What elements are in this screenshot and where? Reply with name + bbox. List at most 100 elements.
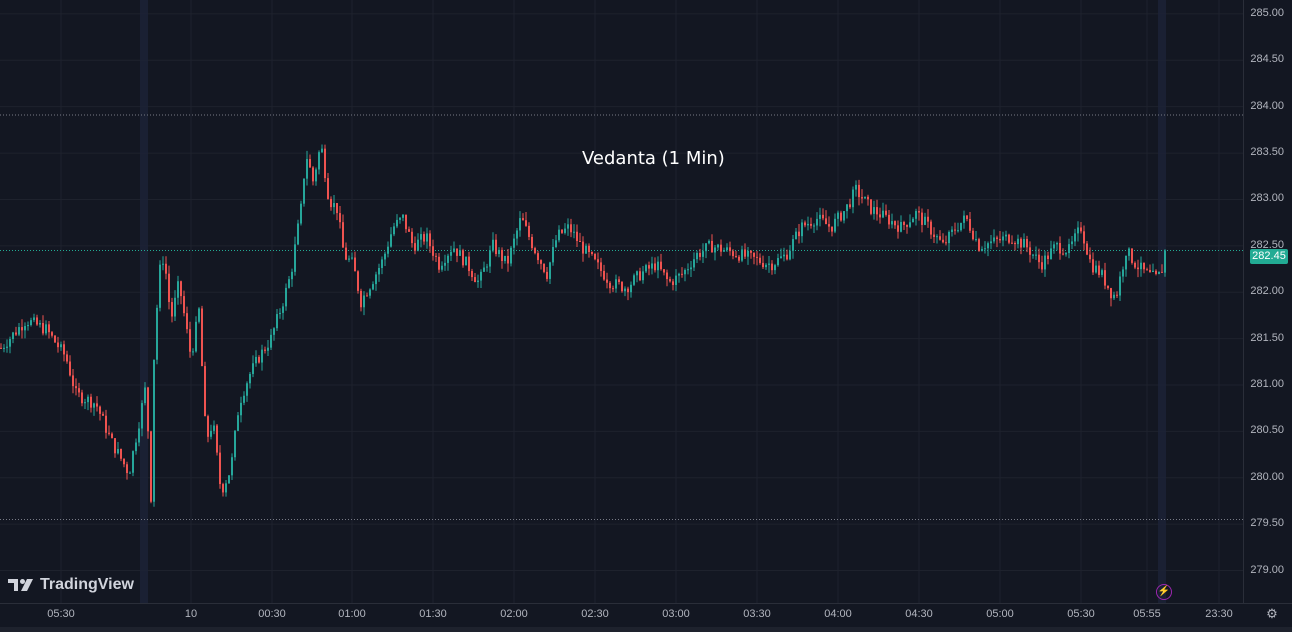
candle-body [312,167,314,181]
candle-body [783,255,785,257]
candle-body [318,152,320,169]
candle-body [1071,241,1073,244]
candle-body [87,397,89,402]
candle-body [639,271,641,280]
candle-body [264,350,266,351]
candle-body [177,281,179,298]
candle-body [531,237,533,248]
candle-body [357,271,359,291]
candle-body [234,431,236,457]
candle-body [1110,288,1112,298]
candle-body [432,246,434,256]
candle-body [108,433,110,434]
candle-body [816,219,818,226]
candle-body [501,250,503,261]
candle-body [228,475,230,483]
candle-body [705,243,707,251]
bottom-bar [0,627,1292,632]
candle-body [348,259,350,260]
candle-body [435,256,437,257]
candle-body [426,233,428,241]
candle-body [849,204,851,207]
tradingview-logo[interactable]: TradingView [8,576,134,594]
candle-body [39,323,41,325]
time-tick-label: 05:30 [1067,608,1095,620]
candle-body [660,262,662,270]
candle-body [198,308,200,321]
candle-body [261,350,263,363]
candle-body [681,274,683,275]
candle-body [843,211,845,220]
candle-body [624,289,626,292]
candle-body [600,262,602,271]
candle-body [981,249,983,251]
candle-body [489,250,491,266]
candle-body [522,218,524,220]
candle-body [1164,250,1166,272]
candle-body [1140,263,1142,269]
candle-body [168,274,170,302]
alert-icon[interactable]: ⚡ [1156,584,1172,600]
candle-body [1116,295,1118,296]
candle-body [732,251,734,256]
candle-body [738,257,740,261]
candle-body [780,256,782,258]
candle-body [387,247,389,254]
price-tick-label: 284.50 [1250,53,1284,65]
candle-body [996,237,998,238]
candle-body [645,265,647,271]
candle-body [1125,256,1127,270]
candle-body [144,387,146,403]
price-tick-label: 284.00 [1250,100,1284,112]
candle-body [1053,244,1055,248]
candle-body [300,204,302,224]
candle-body [216,426,218,453]
candle-body [51,332,53,336]
candle-body [915,211,917,219]
candle-body [1059,243,1061,254]
candle-body [669,279,671,281]
time-axis-border [0,603,1292,604]
candle-body [789,251,791,260]
candle-body [189,329,191,352]
candle-body [504,256,506,261]
candle-body [78,388,80,392]
candle-body [750,251,752,253]
candle-body [846,204,848,211]
candle-body [1038,255,1040,263]
candle-body [1131,249,1133,263]
candle-body [321,149,323,153]
gear-icon[interactable]: ⚙ [1265,607,1279,621]
candle-body [642,271,644,280]
candle-body [258,357,260,363]
candle-body [162,264,164,265]
candle-body [744,249,746,256]
candle-body [765,265,767,267]
candle-body [93,403,95,407]
candle-body [165,264,167,274]
candle-body [294,244,296,271]
candle-body [399,218,401,220]
candle-body [351,258,353,259]
candle-body [924,217,926,225]
time-tick-label: 04:00 [824,608,852,620]
candle-body [237,415,239,431]
candle-body [222,484,224,492]
candle-body [315,169,317,181]
candle-body [495,240,497,254]
candle-body [420,234,422,240]
last-price-label: 282.45 [1250,249,1288,264]
candle-body [1065,253,1067,254]
candle-body [276,314,278,328]
candle-body [186,313,188,329]
candle-body [333,203,335,207]
candle-body [948,232,950,243]
candle-body [717,245,719,248]
candle-body [1029,247,1031,254]
candle-body [1080,227,1082,231]
candle-body [0,348,2,349]
candle-body [633,275,635,285]
candle-body [465,257,467,266]
candle-body [1122,269,1124,276]
